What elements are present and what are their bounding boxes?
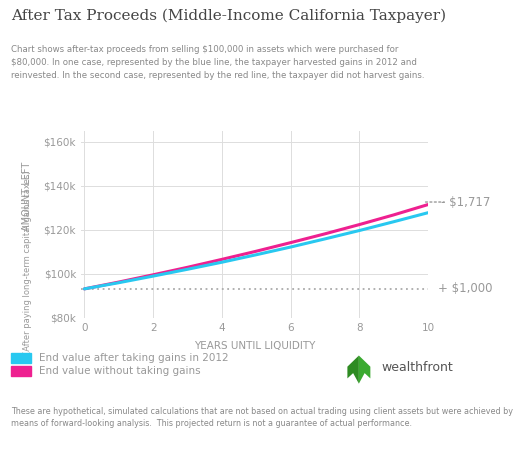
Polygon shape [359, 355, 371, 384]
Text: (After paying long-term capital gains taxes): (After paying long-term capital gains ta… [22, 170, 32, 354]
Text: wealthfront: wealthfront [381, 361, 453, 374]
Text: End value after taking gains in 2012: End value after taking gains in 2012 [39, 353, 228, 363]
X-axis label: YEARS UNTIL LIQUIDITY: YEARS UNTIL LIQUIDITY [194, 341, 315, 351]
Text: Chart shows after-tax proceeds from selling $100,000 in assets which were purcha: Chart shows after-tax proceeds from sell… [11, 45, 425, 80]
Text: + $1,000: + $1,000 [438, 282, 492, 295]
Text: AMOUNT LEFT: AMOUNT LEFT [22, 161, 32, 231]
Text: End value without taking gains: End value without taking gains [39, 366, 200, 376]
Text: After Tax Proceeds (Middle-Income California Taxpayer): After Tax Proceeds (Middle-Income Califo… [11, 9, 447, 23]
Text: - $1,717: - $1,717 [441, 196, 490, 208]
Text: These are hypothetical, simulated calculations that are not based on actual trad: These are hypothetical, simulated calcul… [11, 407, 514, 428]
Polygon shape [348, 355, 359, 384]
